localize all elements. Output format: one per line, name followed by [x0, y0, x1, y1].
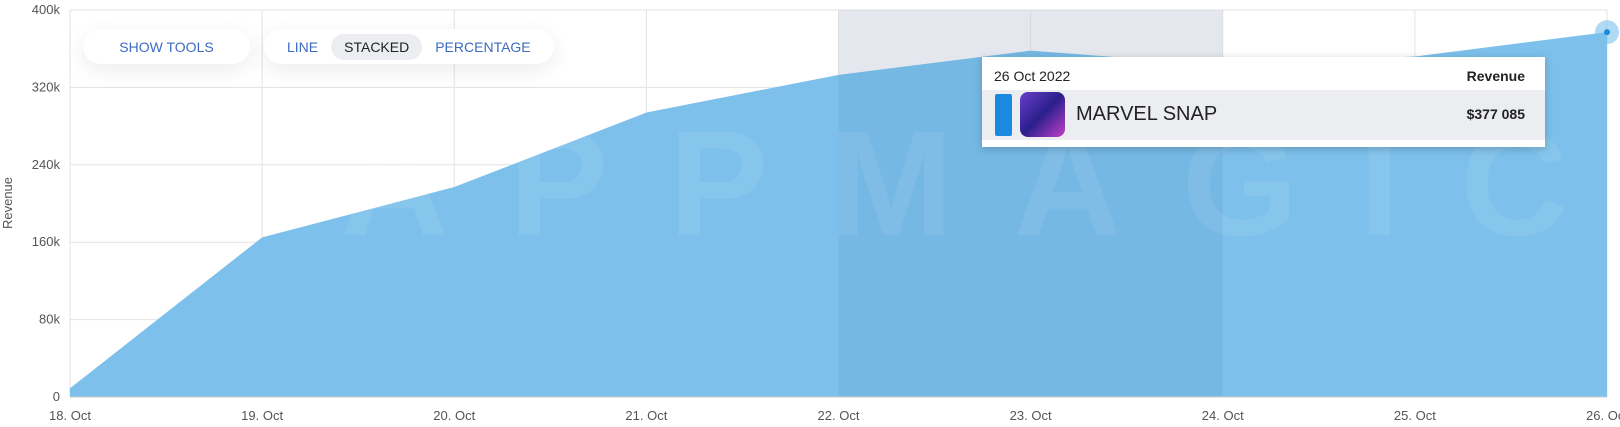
series-swatch [995, 94, 1012, 136]
show-tools[interactable]: SHOW TOOLS [119, 38, 214, 55]
tooltip: 26 Oct 2022 Revenue MARVEL SNAP $377 085 [982, 57, 1545, 147]
y-tick-label: 0 [53, 389, 60, 404]
x-tick-label: 22. Oct [818, 408, 860, 423]
y-tick-label: 80k [39, 312, 60, 327]
tooltip-row: MARVEL SNAP $377 085 [982, 90, 1545, 140]
y-tick-label: 320k [32, 79, 61, 94]
x-tick-label: 18. Oct [49, 408, 91, 423]
hover-point [1604, 29, 1610, 36]
tooltip-value: $377 085 [1466, 106, 1525, 122]
x-tick-label: 19. Oct [241, 408, 283, 423]
mode-button[interactable]: PERCENTAGE [435, 38, 531, 55]
mode-button[interactable]: STACKED [331, 33, 423, 60]
y-tick-label: 240k [32, 157, 61, 172]
series-name: MARVEL SNAP [1076, 103, 1218, 125]
mode-switch: LINE STACKED PERCENTAGE [264, 29, 554, 64]
x-tick-label: 23. Oct [1010, 408, 1052, 423]
x-tick-label: 24. Oct [1202, 408, 1244, 423]
tooltip-title: 26 Oct 2022 [994, 68, 1071, 84]
x-tick-label: 25. Oct [1394, 408, 1436, 423]
y-tick-label: 400k [32, 2, 61, 17]
x-tick-label: 20. Oct [433, 408, 475, 423]
app-icon [1020, 92, 1065, 137]
x-tick-label: 26. Oct [1586, 408, 1620, 423]
y-tick-label: 160k [32, 234, 61, 249]
x-tick-label: 21. Oct [625, 408, 667, 423]
show-tools-button[interactable]: SHOW TOOLS [83, 29, 250, 64]
y-axis-label: Revenue [0, 177, 15, 229]
tooltip-header: Revenue [1466, 68, 1525, 84]
mode-button[interactable]: LINE [287, 38, 319, 55]
